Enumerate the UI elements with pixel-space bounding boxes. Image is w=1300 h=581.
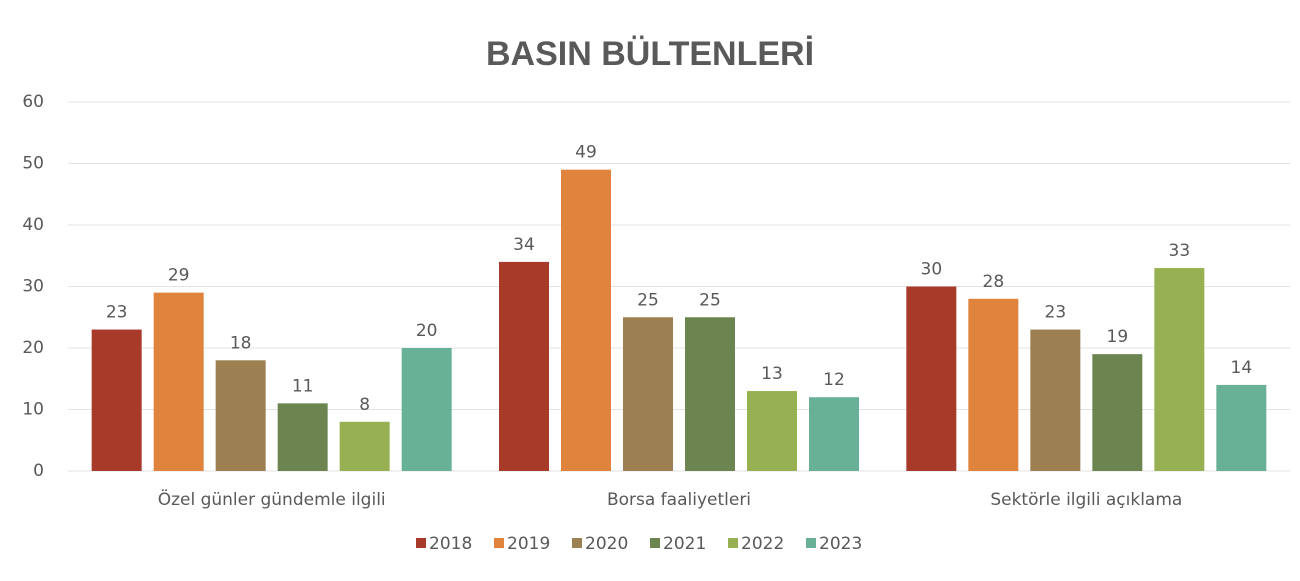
data-label: 18: [230, 333, 252, 353]
legend-label: 2018: [429, 534, 472, 554]
x-tick-label: Borsa faaliyetleri: [607, 490, 751, 510]
bar: [339, 421, 390, 471]
bar: [91, 329, 142, 471]
y-tick-label: 50: [22, 154, 44, 174]
data-label: 34: [513, 235, 535, 255]
data-label: 25: [637, 290, 659, 310]
y-tick-label: 20: [22, 338, 44, 358]
legend-label: 2019: [507, 534, 550, 554]
legend-label: 2022: [741, 534, 784, 554]
data-label: 19: [1107, 327, 1129, 347]
y-tick-label: 40: [22, 215, 44, 235]
bar: [968, 298, 1019, 471]
data-label: 11: [292, 376, 314, 396]
bar: [1030, 329, 1081, 471]
bar: [685, 317, 735, 471]
legend-swatch: [494, 538, 504, 548]
bar: [561, 169, 611, 471]
data-label: 8: [359, 395, 370, 415]
data-label: 25: [699, 290, 721, 310]
chart-title: BASIN BÜLTENLERİ: [486, 35, 814, 73]
legend-label: 2023: [819, 534, 862, 554]
data-label: 20: [416, 321, 438, 341]
legend-swatch: [650, 538, 660, 548]
bar: [1154, 268, 1205, 471]
data-label: 13: [761, 364, 783, 384]
data-label: 30: [921, 260, 943, 280]
legend-label: 2020: [585, 534, 628, 554]
legend-swatch: [806, 538, 816, 548]
y-tick-label: 60: [22, 92, 44, 112]
data-label: 23: [106, 303, 128, 323]
x-tick-label: Özel günler gündemle ilgili: [158, 488, 386, 510]
bar: [401, 348, 452, 471]
legend-swatch: [728, 538, 738, 548]
bar: [747, 391, 797, 471]
data-label: 28: [983, 272, 1005, 292]
bar: [623, 317, 673, 471]
data-label: 14: [1231, 358, 1253, 378]
data-label: 49: [575, 143, 597, 163]
y-tick-label: 0: [33, 461, 44, 481]
data-label: 33: [1169, 241, 1191, 261]
bar: [1092, 354, 1143, 471]
legend-label: 2021: [663, 534, 706, 554]
y-tick-label: 30: [22, 277, 44, 297]
bar: [153, 292, 204, 471]
bar: [1216, 384, 1267, 471]
bar: [906, 286, 957, 471]
legend-swatch: [416, 538, 426, 548]
x-tick-label: Sektörle ilgili açıklama: [990, 490, 1182, 510]
bar: [215, 360, 266, 471]
bar: [277, 403, 328, 471]
data-label: 12: [823, 370, 845, 390]
bar: [809, 397, 859, 471]
data-label: 29: [168, 266, 190, 286]
legend-swatch: [572, 538, 582, 548]
y-tick-label: 10: [22, 400, 44, 420]
bar: [499, 261, 549, 471]
data-label: 23: [1045, 303, 1067, 323]
